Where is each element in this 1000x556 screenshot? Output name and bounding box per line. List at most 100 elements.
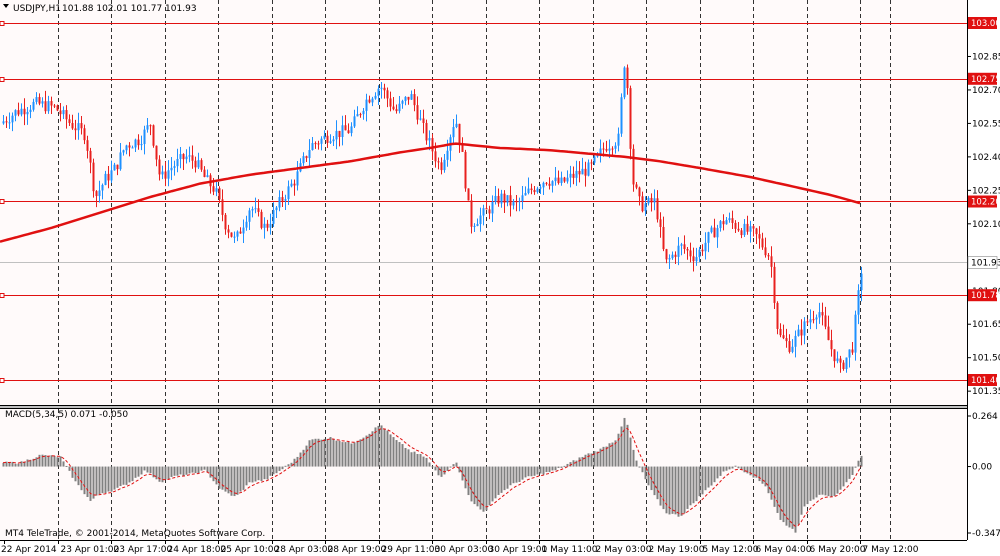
candle-body	[779, 328, 782, 336]
macd-bar	[761, 466, 764, 484]
candle-body	[65, 110, 68, 120]
candle-body	[77, 123, 80, 131]
macd-bar	[611, 442, 614, 467]
macd-bar	[374, 427, 377, 467]
candle-body	[626, 67, 629, 89]
pane-separator[interactable]	[0, 405, 967, 409]
macd-bar	[563, 465, 566, 467]
macd-bar	[671, 466, 674, 514]
macd-bar	[443, 466, 446, 475]
time-tick-label: 2 May 19:00	[649, 545, 705, 555]
candle-body	[224, 214, 227, 230]
candle-body	[806, 321, 809, 323]
candle-body	[140, 144, 143, 146]
candle-body	[425, 122, 428, 141]
candle-body	[479, 215, 482, 225]
macd-bar	[497, 466, 500, 495]
macd-bar	[398, 442, 401, 467]
candle-body	[755, 228, 758, 235]
candle-body	[848, 349, 851, 358]
candle-body	[182, 154, 185, 160]
macd-bar	[740, 466, 743, 470]
candle-body	[44, 101, 47, 112]
macd-bar	[473, 466, 476, 505]
candle-body	[587, 162, 590, 176]
price-pane[interactable]	[0, 0, 967, 405]
macd-bar	[416, 453, 419, 467]
macd-bar	[680, 466, 683, 516]
macd-bar	[833, 466, 836, 496]
macd-axis: 0.264 0.00 -0.347	[967, 412, 1000, 539]
macd-bar	[773, 466, 776, 507]
candle-body	[614, 145, 617, 149]
candle-body	[575, 170, 578, 178]
macd-bar	[386, 430, 389, 467]
candle-body	[137, 139, 140, 146]
macd-bar	[110, 466, 113, 492]
macd-bar	[467, 466, 470, 496]
macd-bar	[62, 461, 65, 467]
macd-bar	[857, 460, 860, 467]
candle-body	[398, 103, 401, 112]
candle-body	[557, 177, 560, 184]
ohlc-readout: 101.88 102.01 101.77 101.93	[62, 4, 197, 14]
macd-bar	[266, 466, 269, 480]
candle-body	[590, 162, 593, 164]
candle-body	[263, 223, 266, 228]
level-handle	[0, 199, 5, 204]
candle-body	[179, 154, 182, 159]
candle-body	[35, 97, 38, 102]
macd-bar	[797, 466, 800, 525]
macd-bar	[584, 454, 587, 467]
horizontal-levels[interactable]	[0, 21, 967, 383]
candle-body	[53, 105, 56, 107]
candle-body	[671, 254, 674, 259]
candle-body	[818, 312, 821, 318]
candle-body	[158, 159, 161, 175]
price-level-tag-label: 101.78	[971, 291, 1000, 301]
macd-bar	[446, 466, 449, 471]
macd-signal-line	[2, 427, 862, 527]
candle-body	[17, 110, 20, 115]
candle-body	[815, 317, 818, 320]
candle-body	[188, 155, 191, 157]
macd-bar	[17, 463, 20, 467]
time-tick-label: 6 May 20:00	[810, 545, 866, 555]
candle-body	[599, 148, 602, 154]
macd-tick-label: -0.347	[972, 529, 1000, 539]
candle-body	[350, 126, 353, 134]
macd-bar	[29, 459, 32, 467]
time-tick-label: 6 May 04:00	[756, 545, 812, 555]
candle-body	[647, 197, 650, 204]
macd-bar	[785, 466, 788, 526]
macd-bar	[71, 466, 74, 478]
chart-menu-icon[interactable]	[3, 4, 9, 8]
candle-body	[32, 101, 35, 110]
candle-body	[416, 105, 419, 120]
candle-body	[692, 256, 695, 262]
macd-bar	[482, 466, 485, 512]
candle-body	[770, 256, 773, 267]
candle-body	[419, 118, 422, 120]
macd-bar	[635, 460, 638, 467]
price-tick-label: 102.70	[972, 86, 1000, 96]
candle-body	[545, 182, 548, 184]
macd-bar	[191, 466, 194, 473]
candle-body	[104, 173, 107, 185]
macd-bar	[506, 466, 509, 489]
candle-body	[734, 222, 737, 229]
macd-bar	[419, 454, 422, 467]
candle-body	[395, 109, 398, 112]
macd-bar	[254, 466, 257, 482]
macd-bar	[500, 466, 503, 493]
macd-bar	[731, 466, 734, 469]
macd-bar	[533, 466, 536, 476]
macd-bar	[281, 466, 284, 470]
macd-bar	[704, 466, 707, 491]
macd-tick-label: 0.00	[972, 463, 992, 473]
macd-bar	[236, 466, 239, 495]
candle-body	[554, 177, 557, 182]
macd-bar	[752, 466, 755, 478]
candle-body	[446, 150, 449, 160]
